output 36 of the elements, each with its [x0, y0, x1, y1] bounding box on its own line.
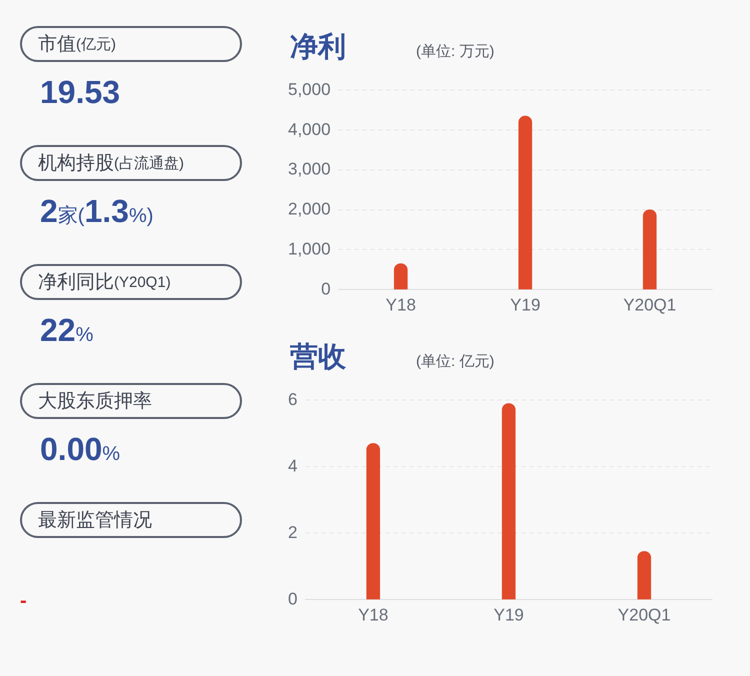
x-tick-label: Y19	[494, 605, 524, 624]
bar	[518, 116, 532, 290]
x-tick-label: Y20Q1	[618, 605, 671, 624]
text: 2家(1.3%)	[40, 193, 154, 229]
y-tick-label: 4	[288, 456, 298, 476]
x-tick-label: Y20Q1	[623, 295, 676, 314]
y-tick-label: 0	[321, 279, 331, 298]
text: 大股东质押率	[38, 390, 152, 414]
text: -	[20, 590, 27, 613]
y-tick-label: 1,000	[288, 239, 331, 258]
y-tick-label: 6	[288, 390, 298, 409]
x-tick-label: Y18	[358, 605, 388, 624]
text: 最新监管情况	[38, 509, 152, 533]
chart-subtitle: (单位: 万元)	[416, 42, 494, 61]
x-tick-label: Y18	[386, 295, 416, 314]
y-tick-label: 0	[288, 589, 298, 608]
bar	[394, 263, 408, 290]
text: 0.00%	[40, 431, 120, 467]
text: 22%	[40, 312, 94, 348]
y-tick-label: 2	[288, 522, 298, 542]
y-tick-label: 5,000	[288, 80, 331, 99]
y-tick-label: 2,000	[288, 200, 331, 219]
bar	[637, 551, 652, 600]
y-tick-label: 4,000	[288, 120, 331, 139]
text: 市值(亿元)	[38, 33, 116, 57]
x-tick-label: Y19	[510, 295, 540, 314]
text: 净利同比(Y20Q1)	[38, 271, 171, 295]
bar	[502, 403, 516, 600]
bar	[366, 443, 380, 600]
chart-subtitle: (单位: 亿元)	[416, 352, 494, 371]
text: 19.53	[40, 74, 120, 110]
chart-title: 净利	[290, 30, 346, 64]
chart-title: 营收	[290, 340, 346, 374]
text: 机构持股(占流通盘)	[38, 152, 184, 176]
bar	[642, 210, 657, 290]
y-tick-label: 3,000	[288, 160, 331, 179]
